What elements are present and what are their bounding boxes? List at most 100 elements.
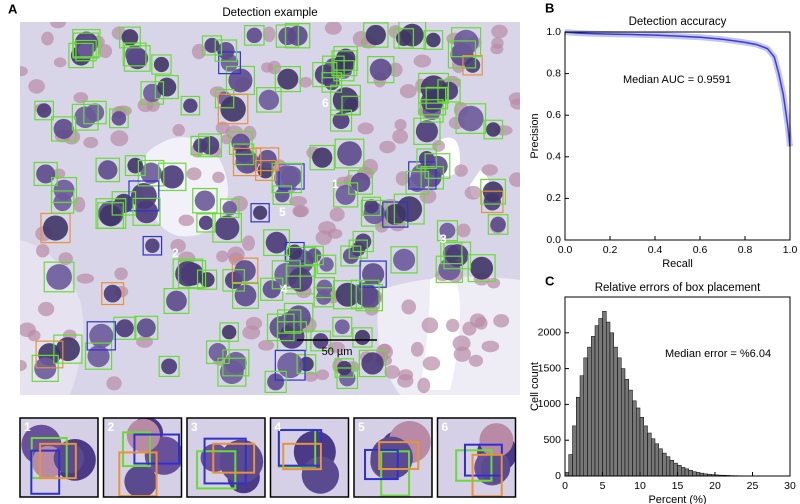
detection-box: [180, 95, 201, 116]
detection-box: [455, 103, 487, 134]
detection-box: [333, 46, 359, 71]
detection-box: [97, 202, 124, 229]
detection-box: [53, 334, 83, 364]
x-axis-label: Percent (%): [648, 494, 706, 504]
red-cell: [362, 158, 379, 175]
cell: [127, 157, 144, 174]
red-cell: [468, 354, 484, 367]
x-tick-label: 1.0: [783, 244, 798, 256]
micrograph: [20, 22, 520, 395]
red-cell: [481, 164, 498, 176]
detection-box: [134, 315, 159, 340]
cell-marker: 5: [279, 205, 286, 219]
histogram-bar: [617, 357, 622, 477]
red-cell: [292, 204, 310, 218]
histogram-bar: [636, 407, 641, 477]
detection-box: [418, 72, 450, 104]
cell: [490, 216, 506, 233]
cell: [470, 256, 494, 280]
detection-box: [333, 182, 359, 208]
inset-row: 1 2 3 4 5 6: [19, 417, 517, 498]
cell: [160, 165, 184, 189]
cell: [400, 23, 424, 47]
red-cell: [388, 62, 403, 77]
detection-box: [119, 26, 141, 49]
cell: [36, 103, 52, 118]
cell: [234, 284, 257, 307]
curve: [564, 31, 791, 147]
chart-title: Detection accuracy: [629, 16, 727, 28]
detection-box: [443, 241, 472, 270]
detection-box: [228, 131, 253, 155]
red-cell: [76, 273, 95, 284]
detection-box: [198, 133, 222, 158]
cell: [153, 56, 170, 73]
red-cell: [303, 371, 318, 382]
cell: [312, 333, 329, 349]
histogram-bar: [609, 332, 614, 477]
red-cell: [324, 22, 342, 35]
detection-box: [243, 25, 265, 46]
red-cell: [397, 374, 414, 388]
detection-box: [408, 161, 437, 190]
x-tick-label: 25: [747, 480, 759, 492]
cell: [277, 68, 299, 90]
x-tick-label: 0.8: [738, 244, 753, 256]
cell: [98, 160, 118, 180]
histogram-bar: [576, 396, 581, 477]
x-tick-label: 30: [784, 480, 796, 492]
detection-box: [212, 212, 242, 243]
detection-box: [95, 157, 121, 183]
red-cell: [258, 340, 275, 351]
cell: [135, 200, 158, 224]
inset-frame: [353, 417, 433, 498]
detection-box: [121, 431, 152, 468]
detection-box: [358, 349, 387, 378]
histogram-bar: [564, 472, 569, 477]
detection-box: [196, 269, 218, 290]
histogram-bar: [579, 375, 584, 477]
red-cell: [186, 167, 202, 181]
detection-box: [128, 180, 160, 212]
cell: [286, 305, 311, 330]
detection-box: [355, 283, 384, 312]
cell: [221, 324, 237, 340]
detection-box: [423, 30, 444, 50]
y-axis-label: Precision: [529, 113, 541, 158]
panel-label: A: [8, 1, 18, 16]
cell: [224, 351, 247, 374]
red-cell: [20, 359, 27, 372]
red-cell: [178, 214, 195, 227]
cell: [439, 222, 456, 239]
histogram-bar: [669, 459, 674, 477]
detection-box: [363, 22, 389, 48]
cell: [427, 155, 448, 177]
inset-label: 6: [442, 420, 449, 434]
image-title: Detection example: [222, 7, 317, 19]
histogram-bar: [621, 368, 626, 477]
red-cell: [446, 318, 460, 333]
red-cell: [315, 369, 330, 381]
red-cell: [36, 244, 50, 258]
cell: [125, 45, 144, 64]
detection-box: [398, 22, 427, 50]
cell: [334, 319, 350, 335]
red-cell: [432, 140, 446, 152]
detection-box: [34, 100, 54, 121]
detection-box: [219, 322, 239, 342]
cell: [145, 238, 160, 253]
red-cell: [327, 228, 343, 239]
cell: [53, 118, 74, 139]
detection-box: [35, 340, 64, 369]
cell: [198, 215, 214, 230]
cell: [219, 439, 264, 484]
histogram-bar: [591, 336, 596, 477]
histogram-bar: [673, 462, 678, 477]
detection-box: [333, 280, 363, 310]
inset-label: 4: [275, 420, 282, 434]
detection-box: [341, 95, 361, 115]
annotation: Median error = %6.04: [665, 348, 771, 360]
cell: [458, 105, 484, 132]
cell: [74, 106, 97, 129]
cell: [354, 329, 371, 346]
